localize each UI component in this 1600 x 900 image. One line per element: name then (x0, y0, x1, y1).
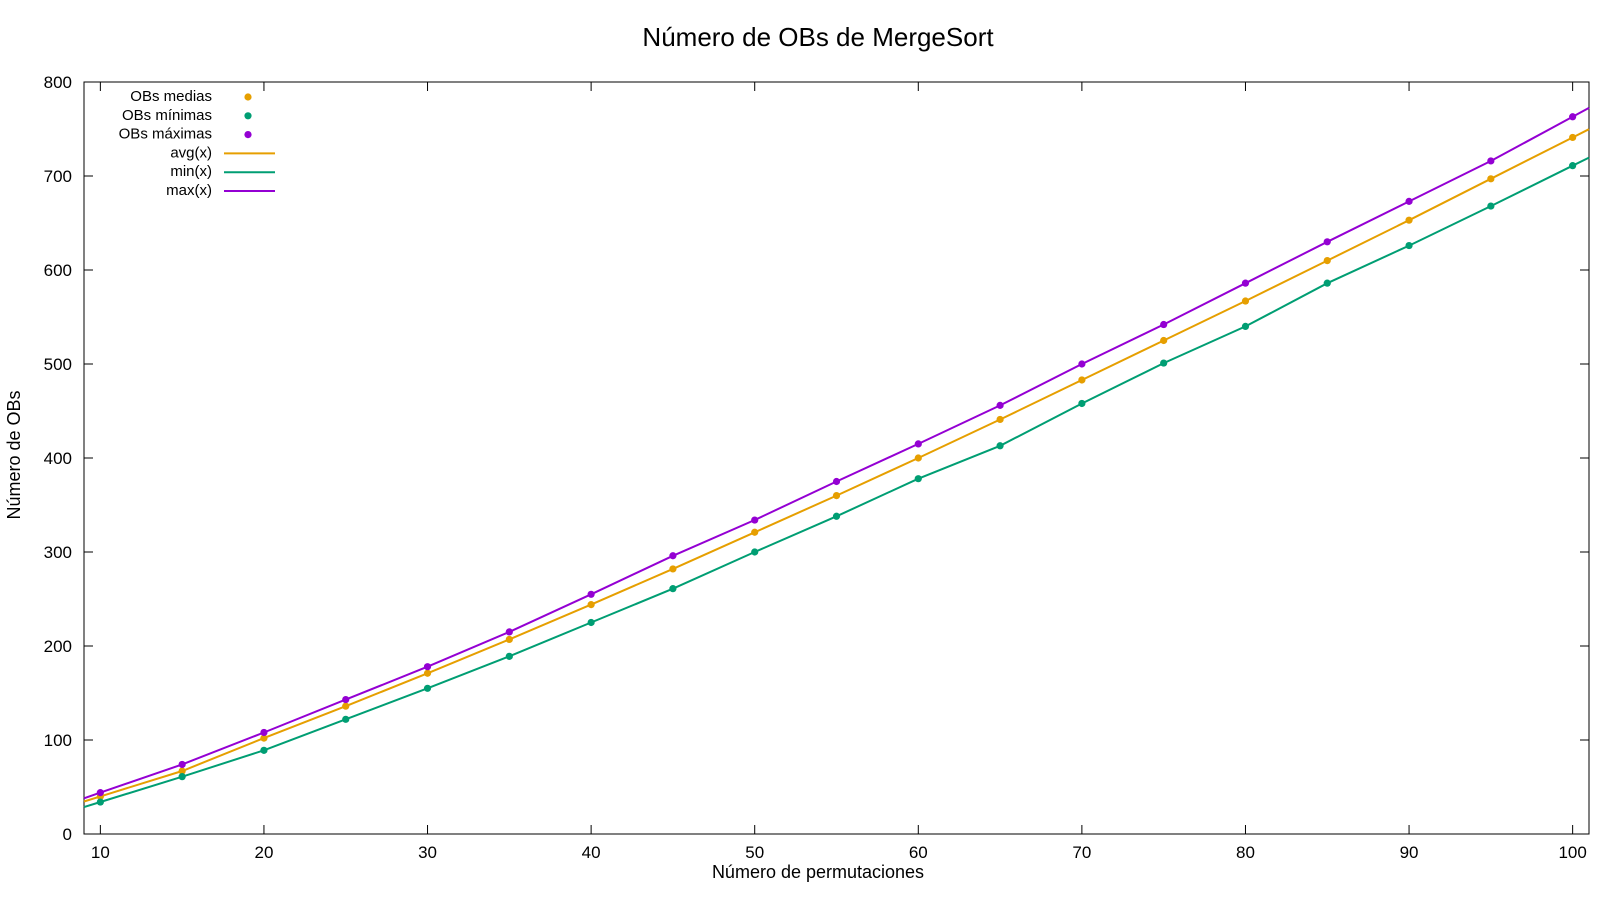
data-point-obs-medias (1078, 376, 1086, 384)
data-point-obs-medias (669, 565, 677, 573)
y-tick-label: 0 (63, 825, 72, 844)
data-point-obs-maximas (669, 552, 677, 560)
data-point-obs-medias (423, 669, 432, 677)
data-point-obs-maximas (1323, 238, 1331, 246)
x-tick-label: 10 (91, 843, 110, 862)
legend-label: OBs medias (130, 88, 212, 105)
data-point-obs-medias (914, 454, 922, 462)
data-point-obs-minimas (1078, 399, 1086, 408)
data-point-obs-medias (1241, 297, 1250, 305)
legend-marker (244, 112, 252, 120)
data-point-obs-maximas (1405, 197, 1413, 205)
x-tick-label: 50 (745, 843, 764, 862)
y-tick-label: 400 (44, 449, 72, 468)
y-tick-label: 700 (44, 167, 72, 186)
legend-label: min(x) (170, 163, 212, 180)
y-tick-label: 800 (44, 73, 72, 92)
data-point-obs-maximas (914, 440, 922, 448)
data-point-obs-maximas (1078, 360, 1086, 368)
data-point-obs-minimas (178, 773, 186, 781)
data-point-obs-minimas (1569, 162, 1577, 170)
data-point-obs-medias (1323, 257, 1331, 265)
y-tick-label: 500 (44, 355, 72, 374)
data-point-obs-medias (751, 528, 759, 536)
data-point-obs-maximas (1569, 113, 1577, 121)
data-point-obs-maximas (178, 760, 186, 769)
legend-label: avg(x) (170, 144, 212, 161)
y-tick-label: 100 (44, 731, 72, 750)
series-line-maxx (83, 107, 1590, 800)
legend-marker (244, 93, 252, 101)
data-point-obs-medias (996, 415, 1004, 424)
data-point-obs-medias (832, 492, 841, 500)
data-point-obs-minimas (96, 798, 104, 806)
data-point-obs-medias (505, 635, 513, 644)
y-tick-label: 300 (44, 543, 72, 562)
data-point-obs-minimas (587, 618, 595, 627)
y-tick-label: 200 (44, 637, 72, 656)
data-point-obs-maximas (832, 477, 841, 486)
data-point-obs-minimas (1323, 279, 1331, 287)
data-point-obs-medias (587, 601, 595, 609)
data-point-obs-maximas (996, 401, 1004, 409)
data-point-obs-maximas (423, 663, 432, 671)
x-tick-label: 80 (1236, 843, 1255, 862)
data-point-obs-medias (178, 767, 186, 775)
y-axis-label: Número de OBs (4, 390, 24, 519)
x-tick-label: 60 (909, 843, 928, 862)
data-point-obs-maximas (587, 590, 595, 598)
data-point-obs-minimas (914, 475, 922, 483)
data-point-obs-minimas (260, 746, 268, 754)
data-point-obs-minimas (1487, 202, 1495, 210)
data-point-obs-maximas (342, 695, 350, 704)
x-tick-label: 20 (254, 843, 273, 862)
data-point-obs-minimas (1160, 359, 1168, 367)
legend-label: max(x) (166, 182, 212, 199)
data-point-obs-minimas (996, 442, 1004, 450)
data-point-obs-medias (342, 702, 350, 710)
data-point-obs-maximas (1160, 320, 1168, 329)
x-tick-label: 100 (1558, 843, 1586, 862)
x-tick-label: 90 (1400, 843, 1419, 862)
data-point-obs-maximas (96, 789, 104, 797)
legend-marker (244, 131, 252, 139)
plot-area: 0 100 200 300 400 500 600 700 800 10 20 30 40 50 60 70 8… (44, 73, 1590, 862)
data-point-obs-maximas (1487, 157, 1495, 165)
data-point-obs-medias (1160, 336, 1168, 345)
data-point-obs-minimas (832, 512, 841, 520)
data-point-obs-minimas (505, 652, 513, 660)
data-point-obs-minimas (423, 684, 432, 692)
data-point-obs-medias (260, 734, 268, 742)
y-tick-label: 600 (44, 261, 72, 280)
x-axis-label: Número de permutaciones (712, 862, 924, 882)
series-line-avgx (83, 128, 1590, 803)
data-point-obs-medias (1405, 216, 1413, 224)
data-point-obs-maximas (1241, 279, 1250, 287)
x-tick-label: 40 (582, 843, 601, 862)
x-tick-label: 30 (418, 843, 437, 862)
x-tick-label: 70 (1072, 843, 1091, 862)
data-point-obs-maximas (751, 516, 759, 524)
data-point-obs-minimas (342, 715, 350, 723)
legend-label: OBs máximas (119, 126, 212, 143)
chart-title: Número de OBs de MergeSort (642, 22, 994, 52)
data-point-obs-minimas (1241, 322, 1250, 330)
data-point-obs-medias (1569, 133, 1577, 142)
legend-label: OBs mínimas (122, 107, 212, 124)
data-point-obs-maximas (505, 628, 513, 636)
data-point-obs-minimas (751, 548, 759, 556)
data-point-obs-medias (1487, 175, 1495, 183)
data-point-obs-maximas (260, 728, 268, 737)
data-point-obs-minimas (1405, 241, 1413, 250)
data-point-obs-minimas (669, 585, 677, 593)
